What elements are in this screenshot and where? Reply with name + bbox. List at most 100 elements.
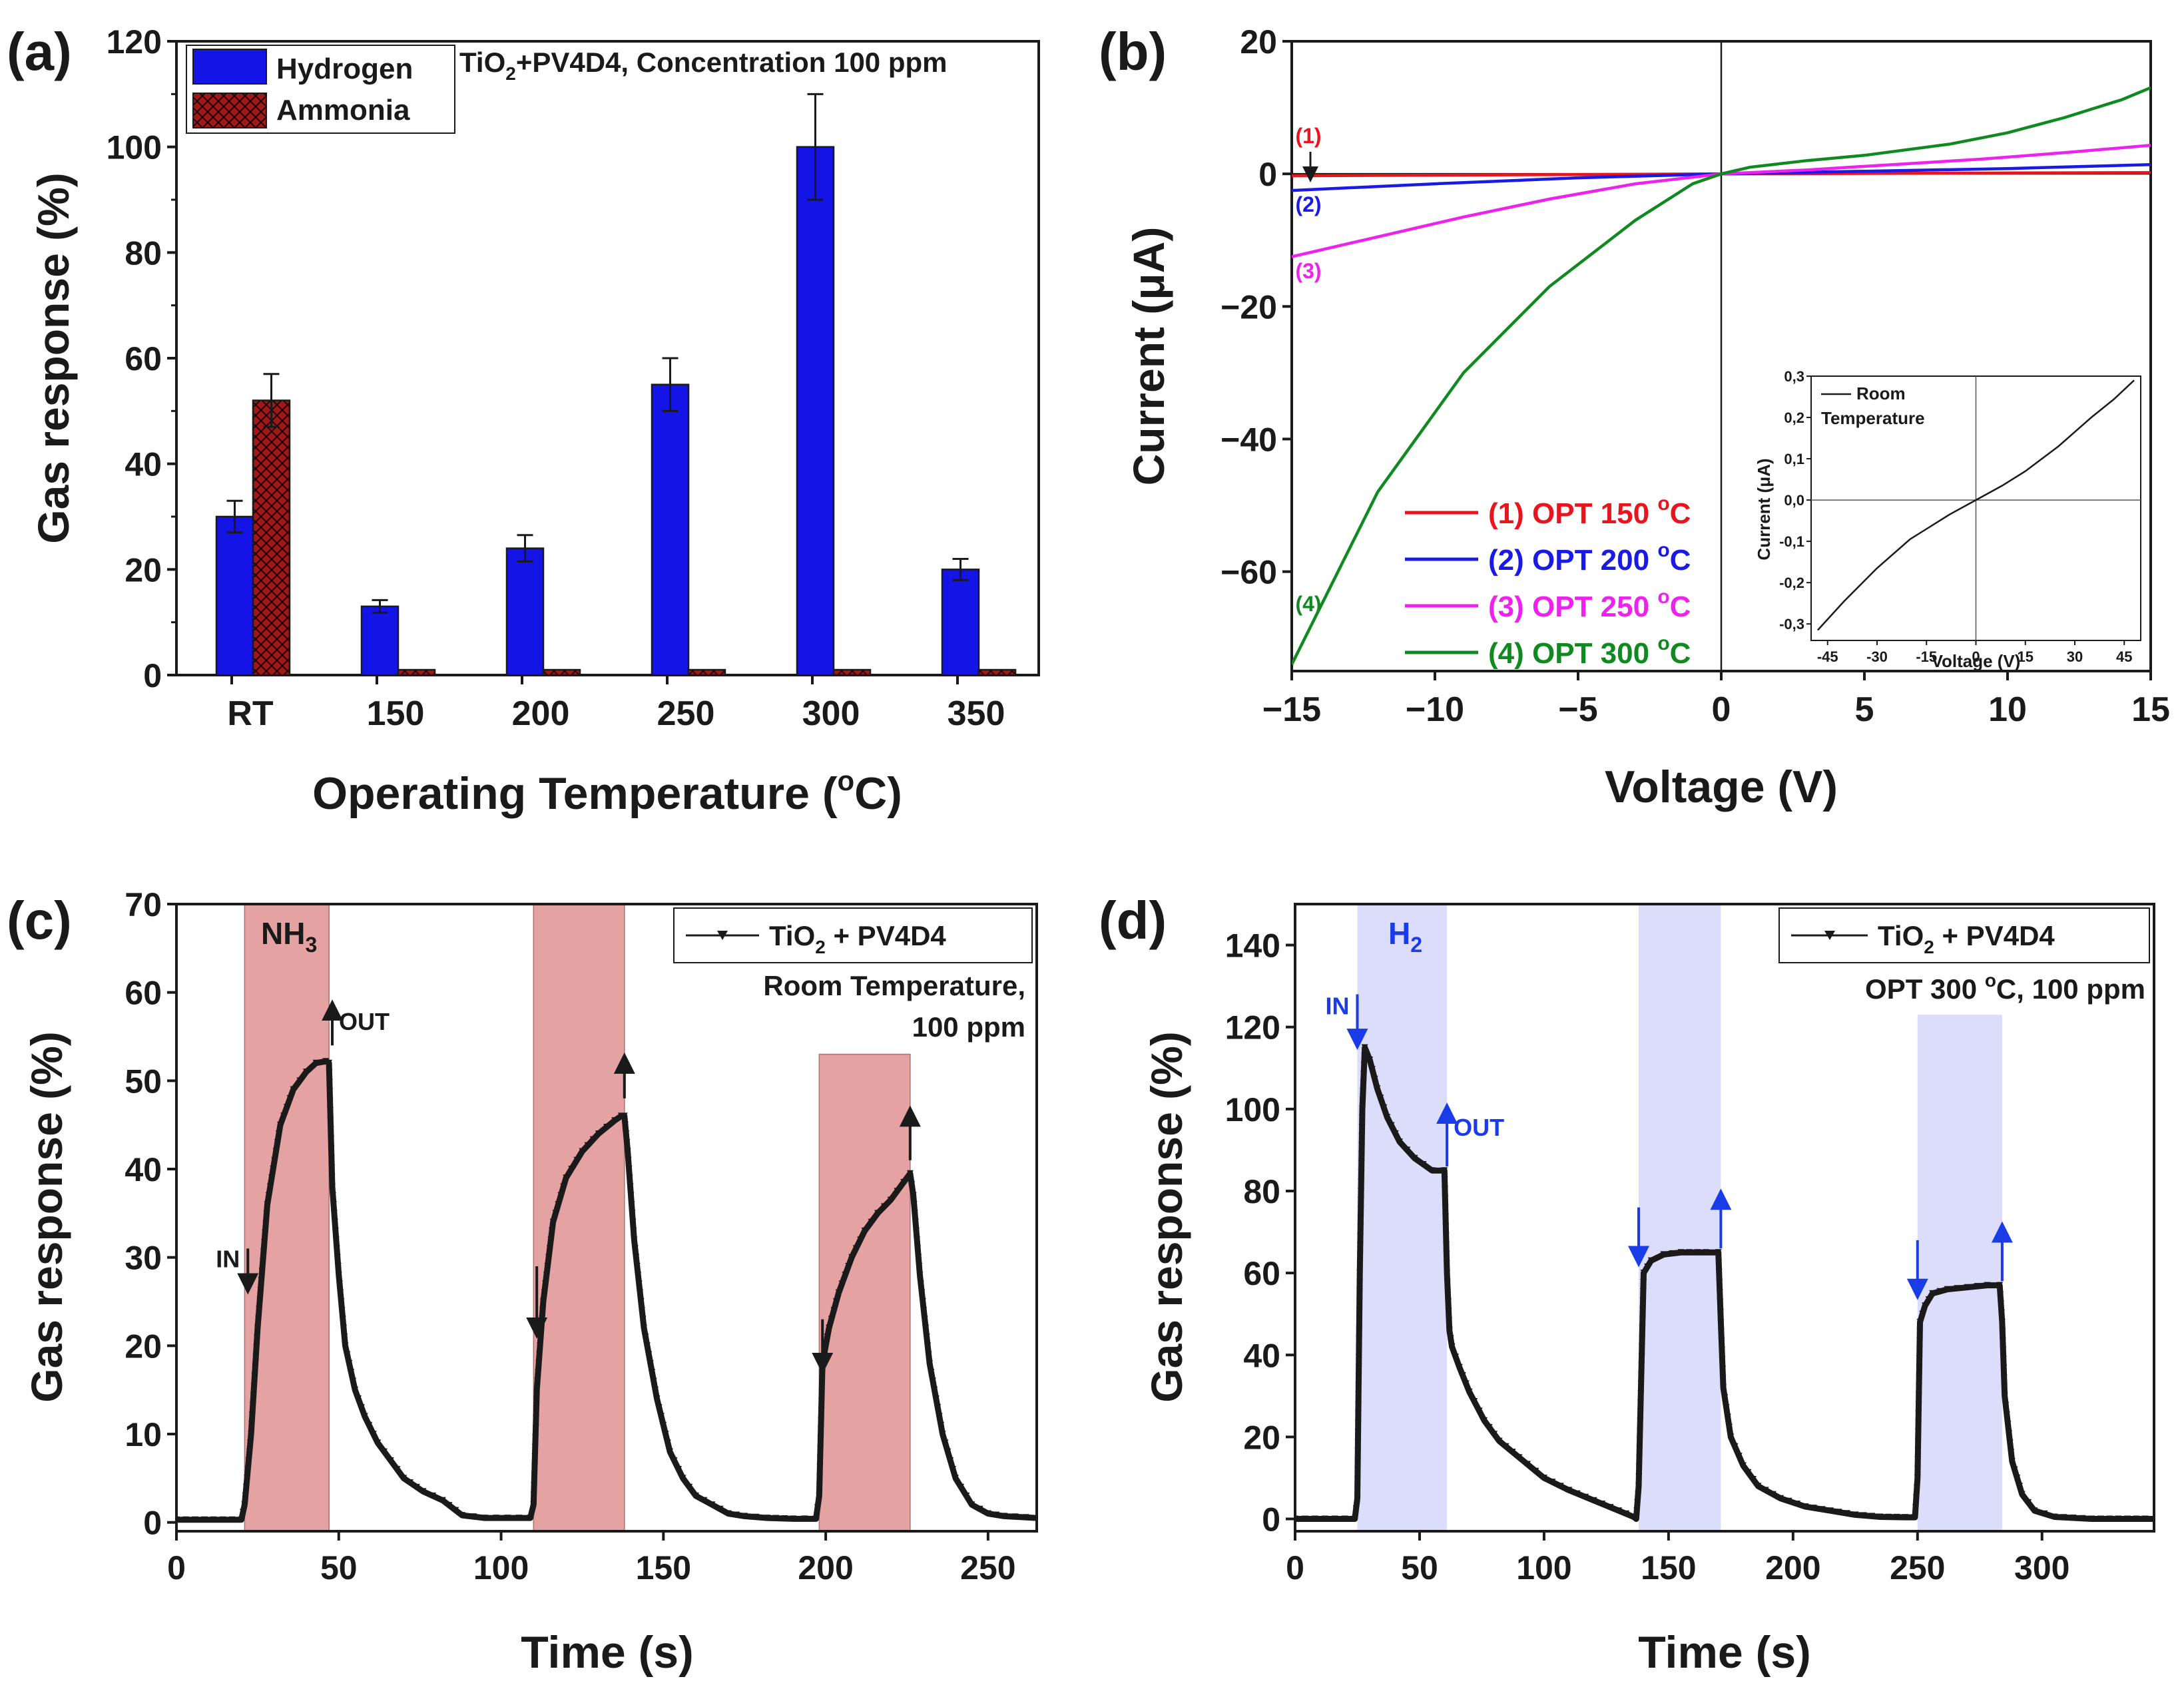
- data-point: [1354, 1439, 1362, 1445]
- data-point: [330, 1210, 338, 1216]
- data-point: [1355, 1401, 1362, 1407]
- panel-a-legend: Hydrogen Ammonia: [186, 45, 455, 134]
- data-point: [845, 1263, 852, 1269]
- data-point: [1358, 1178, 1365, 1185]
- inset-x-tick-label: 15: [2018, 648, 2034, 665]
- data-point: [914, 1245, 922, 1252]
- data-point: [539, 1298, 547, 1304]
- data-point: [322, 1058, 330, 1065]
- data-point: [1607, 1504, 1614, 1511]
- y-tick-label: 120: [107, 23, 162, 61]
- data-point: [1371, 1075, 1378, 1082]
- legend-label-unit: C: [1670, 591, 1691, 623]
- data-point: [716, 1505, 724, 1512]
- data-point: [936, 1413, 943, 1419]
- data-point: [1358, 1188, 1365, 1194]
- data-point: [1356, 1326, 1363, 1332]
- data-point: [326, 1079, 333, 1085]
- panel-a: (a) 0 20 40 60 80 100 120 RT 150 200 250 300 350 Ga…: [7, 22, 1040, 819]
- data-point: [1715, 1249, 1722, 1256]
- x-tick-label: 150: [636, 1549, 691, 1586]
- legend-label-4: (4) OPT 300 oC: [1488, 632, 1691, 670]
- data-point: [1660, 1251, 1667, 1258]
- legend-label-text: (4) OPT 300: [1488, 637, 1657, 670]
- data-point: [557, 1192, 565, 1198]
- legend-label-degree: o: [1657, 493, 1669, 515]
- data-point: [1639, 1334, 1646, 1341]
- inset-ylabel-mu: μ: [1754, 477, 1774, 487]
- data-point: [917, 1280, 924, 1287]
- y-tick-label: 40: [125, 1151, 162, 1188]
- data-point: [976, 1505, 983, 1512]
- x-tick-label: 100: [1516, 1549, 1571, 1586]
- gas-out-label: OUT: [339, 1008, 390, 1035]
- data-point: [1916, 1328, 1924, 1334]
- data-point: [993, 1511, 1000, 1518]
- panel-d-label: (d): [1099, 891, 1167, 950]
- data-point: [1647, 1257, 1655, 1264]
- data-point: [1721, 1394, 1729, 1401]
- data-point: [1486, 1424, 1493, 1430]
- data-point: [1715, 1259, 1723, 1266]
- data-point: [560, 1183, 567, 1190]
- x-tick-label: 200: [512, 694, 570, 733]
- inset-xlabel: Voltage (V): [1932, 651, 2021, 671]
- data-point: [277, 1121, 284, 1128]
- data-point: [381, 1448, 388, 1455]
- data-point: [1384, 1114, 1391, 1120]
- y-tick-label: −40: [1221, 421, 1277, 458]
- data-point: [361, 1413, 368, 1419]
- data-point: [573, 1156, 581, 1163]
- data-point: [1717, 1299, 1724, 1306]
- data-point: [1719, 1365, 1727, 1372]
- panel-b-label: (b): [1099, 22, 1167, 81]
- data-point: [934, 1404, 942, 1411]
- data-point: [548, 1227, 555, 1234]
- data-point: [623, 1130, 630, 1136]
- data-point: [256, 1306, 263, 1312]
- x-tick-label: 10: [1988, 690, 2027, 729]
- data-point: [1826, 1507, 1834, 1514]
- legend-label-text: (2) OPT 200: [1488, 544, 1657, 577]
- data-point: [1441, 1167, 1448, 1174]
- data-point: [924, 1342, 932, 1349]
- data-point: [459, 1512, 465, 1519]
- data-point: [1356, 1270, 1364, 1276]
- data-point: [1902, 1514, 1909, 1521]
- inset-x-tick-label: 0: [1972, 648, 1980, 665]
- data-point: [1912, 1514, 1918, 1521]
- data-point: [1582, 1493, 1589, 1500]
- y-tick-label: 0: [143, 657, 162, 694]
- data-point: [579, 1148, 586, 1154]
- data-point: [2000, 1365, 2008, 1371]
- panel-d-condition: OPT 300 oC, 100 ppm: [1865, 970, 2145, 1005]
- data-point: [327, 1107, 334, 1114]
- data-point: [910, 1192, 917, 1198]
- inset-x-tick-label: 45: [2116, 648, 2132, 665]
- data-point: [493, 1515, 500, 1521]
- data-point: [925, 1351, 932, 1357]
- data-point: [629, 1218, 637, 1225]
- data-point: [1876, 1513, 1884, 1520]
- data-point: [911, 1210, 918, 1216]
- data-point: [824, 1333, 831, 1340]
- curve-tag-3: (3): [1295, 259, 1321, 283]
- data-point: [1639, 1297, 1647, 1304]
- data-point: [563, 1174, 570, 1181]
- data-point: [631, 1236, 638, 1243]
- panel-c-gas-label: NH3: [261, 916, 317, 957]
- data-point: [250, 1392, 257, 1399]
- data-point: [595, 1130, 602, 1136]
- data-point: [539, 1307, 546, 1314]
- legend-label-text: (1) OPT 150: [1488, 497, 1657, 530]
- data-point: [1471, 1398, 1478, 1404]
- data-point: [818, 1397, 825, 1404]
- data-point: [649, 1369, 656, 1375]
- data-point: [246, 1448, 253, 1455]
- data-point: [338, 1298, 345, 1304]
- data-point: [1573, 1490, 1581, 1497]
- panel-b-curves: [1292, 86, 2151, 666]
- data-point: [261, 1239, 268, 1246]
- data-point: [832, 1298, 840, 1304]
- inset-ylabel-pre: Current (: [1754, 487, 1774, 560]
